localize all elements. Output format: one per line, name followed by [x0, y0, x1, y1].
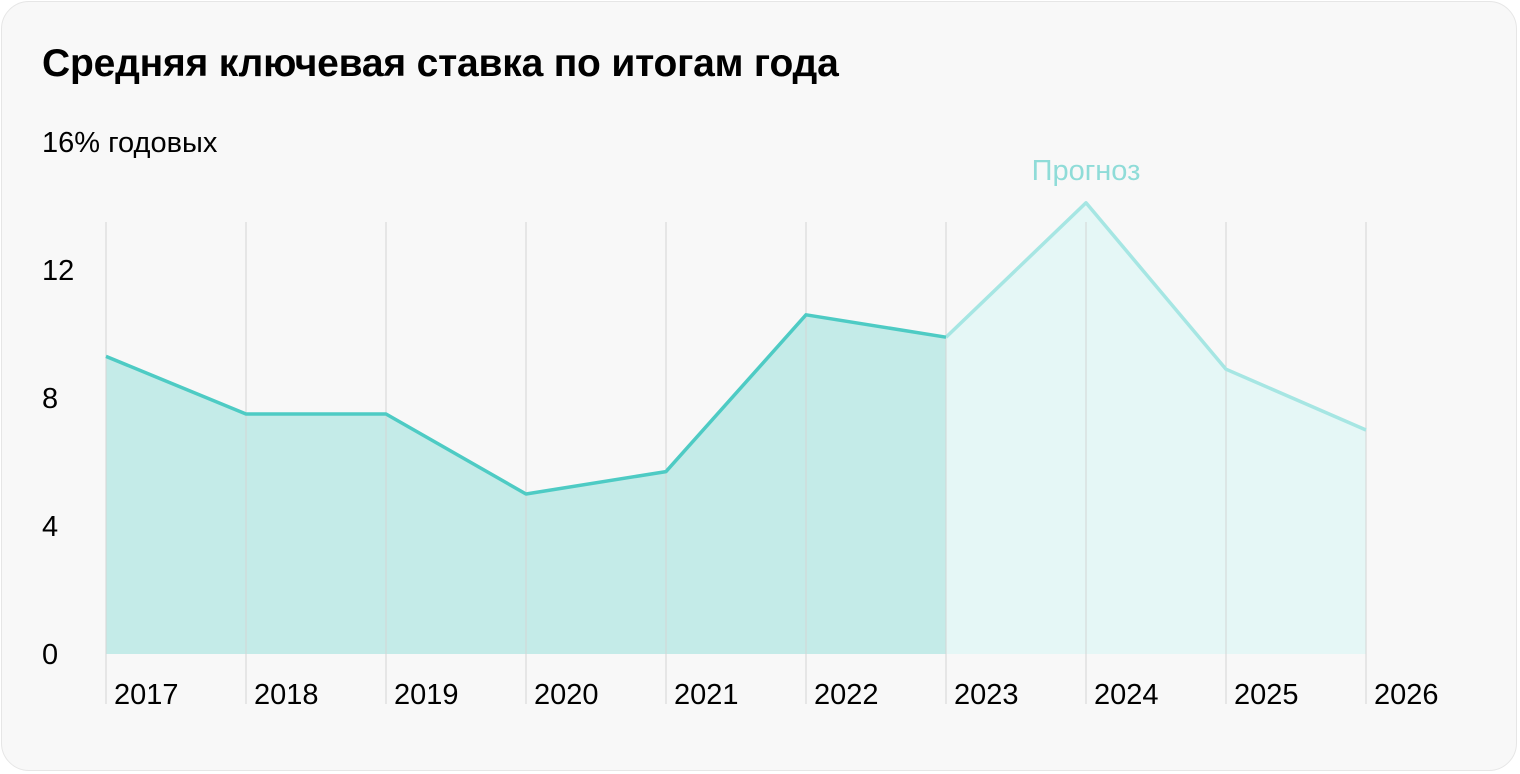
x-tick-label: 2026	[1374, 679, 1439, 711]
x-tick-label: 2025	[1234, 679, 1299, 711]
x-tick-label: 2022	[814, 679, 879, 711]
x-tick-label: 2023	[954, 679, 1019, 711]
y-tick-label: 4	[42, 511, 58, 543]
area-forecast	[946, 202, 1366, 655]
x-tick-label: 2017	[114, 679, 179, 711]
x-tick-label: 2021	[674, 679, 739, 711]
chart-title: Средняя ключевая ставка по итогам года	[42, 42, 839, 85]
forecast-annotation: Прогноз	[1032, 155, 1141, 187]
line-actual	[105, 313, 947, 496]
x-tick-label: 2019	[394, 679, 459, 711]
line-forecast	[944, 201, 1367, 432]
area-actual	[106, 314, 946, 654]
x-tick-label: 2018	[254, 679, 319, 711]
y-tick-label: 12	[42, 255, 74, 287]
x-tick-label: 2020	[534, 679, 599, 711]
y-tick-label: 16% годовых	[42, 127, 218, 159]
y-tick-label: 8	[42, 383, 58, 415]
x-tick-label: 2024	[1094, 679, 1159, 711]
y-tick-label: 0	[42, 639, 58, 671]
